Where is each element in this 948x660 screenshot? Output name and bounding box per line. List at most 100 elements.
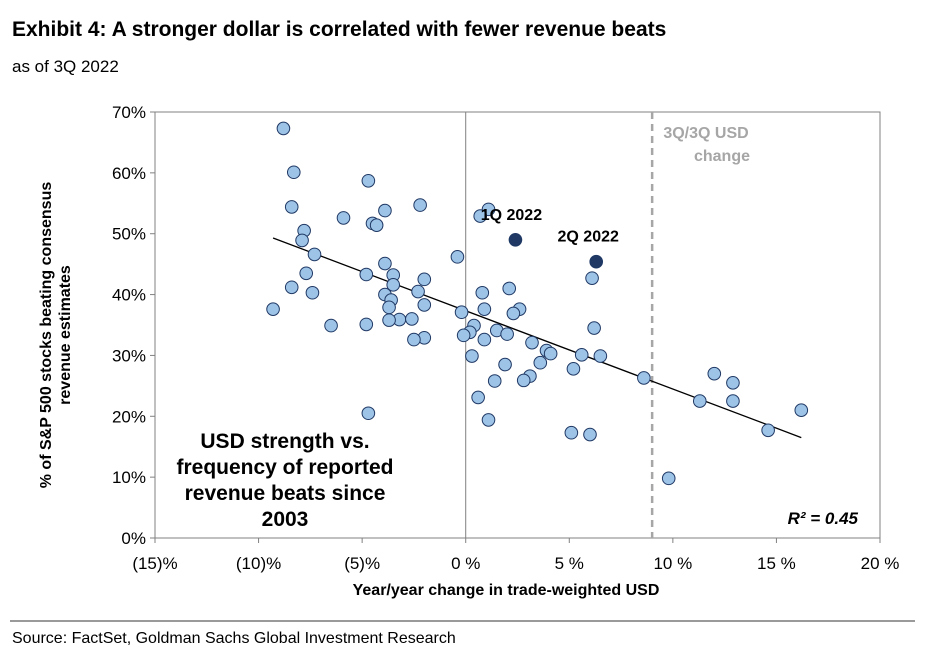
highlighted-point-label: 2Q 2022 <box>558 229 619 246</box>
data-point <box>284 200 299 214</box>
highlighted-point <box>508 233 523 247</box>
data-point <box>454 305 469 320</box>
data-point <box>498 357 512 372</box>
y-tick-label: 0% <box>121 529 146 548</box>
plot-area <box>154 111 881 539</box>
annotation-line-3: revenue beats since <box>185 482 386 505</box>
plot-border <box>154 111 881 539</box>
data-point <box>305 285 320 300</box>
data-point <box>471 390 485 405</box>
data-point <box>525 335 539 350</box>
data-point <box>411 284 425 299</box>
data-point <box>361 173 376 188</box>
chart-subtitle: as of 3Q 2022 <box>12 57 119 76</box>
data-point <box>637 371 651 385</box>
x-tick-label: 5 % <box>555 554 584 573</box>
y-tick-label: 30% <box>112 346 146 365</box>
data-point <box>516 373 531 388</box>
data-point <box>707 366 722 381</box>
data-point <box>726 376 740 390</box>
data-point <box>593 349 608 363</box>
annotation-line-4: 2003 <box>262 508 309 531</box>
data-point <box>307 247 322 262</box>
annotation-line-1: USD strength vs. <box>200 430 369 453</box>
data-points <box>266 121 809 486</box>
data-point <box>543 346 558 361</box>
data-point <box>585 271 599 285</box>
data-point <box>299 266 314 281</box>
data-point <box>566 362 581 376</box>
data-point <box>417 298 432 312</box>
data-point <box>661 471 676 486</box>
x-tick-label: (15)% <box>132 554 177 573</box>
data-point <box>692 394 707 408</box>
data-point <box>382 313 396 327</box>
axes: 0% 10% 20% 30% 40% 50% 60% 70% (15)% (10)% (5)% 0 %… <box>112 103 899 573</box>
x-tick-label: 20 % <box>861 554 900 573</box>
x-axis-label: Year/year change in trade-weighted USD <box>353 582 660 599</box>
y-tick-label: 20% <box>112 407 146 426</box>
y-tick-label: 10% <box>112 468 146 487</box>
data-point <box>506 306 521 321</box>
data-point <box>473 209 488 223</box>
chart-title: Exhibit 4: A stronger dollar is correlat… <box>12 18 667 41</box>
data-point <box>475 285 490 300</box>
data-point <box>500 327 514 341</box>
data-point <box>369 218 384 232</box>
data-point <box>574 348 589 362</box>
data-point <box>295 233 309 248</box>
data-point <box>477 302 492 316</box>
y-tick-label: 60% <box>112 164 146 183</box>
r-squared-label: R² = 0.45 <box>788 509 859 528</box>
data-point <box>477 332 492 347</box>
data-point <box>481 413 496 427</box>
source-note: Source: FactSet, Goldman Sachs Global In… <box>12 630 456 647</box>
highlighted-point <box>589 254 604 269</box>
data-point <box>336 211 351 225</box>
data-point <box>794 403 809 418</box>
x-tick-label: (10)% <box>236 554 281 573</box>
data-point <box>378 203 392 218</box>
data-point <box>583 427 597 442</box>
trendline <box>272 237 802 439</box>
y-axis-label-line-1: % of S&P 500 stocks beating consensus <box>38 182 55 489</box>
highlighted-points: 1Q 2022 2Q 2022 <box>481 207 619 269</box>
data-point <box>361 406 376 421</box>
data-point <box>502 281 517 296</box>
y-tick-label: 70% <box>112 103 146 122</box>
data-point <box>405 312 419 326</box>
chart-annotations: 3Q/3Q USD change USD strength vs. freque… <box>38 125 859 599</box>
data-point <box>465 349 479 363</box>
data-point <box>564 425 579 440</box>
data-point <box>587 321 601 335</box>
x-tick-label: 15 % <box>757 554 796 573</box>
data-point <box>284 280 299 295</box>
data-point <box>761 423 775 438</box>
annotation-line-2: frequency of reported <box>176 456 393 479</box>
data-point <box>487 374 502 388</box>
data-point <box>417 272 432 287</box>
data-point <box>450 250 465 264</box>
y-tick-label: 40% <box>112 286 146 305</box>
data-point <box>533 355 548 370</box>
data-point <box>726 394 740 408</box>
trendline-group <box>272 237 802 439</box>
data-point <box>413 198 427 212</box>
data-point <box>407 332 421 347</box>
x-tick-label: 10 % <box>653 554 692 573</box>
reference-line-label-1: 3Q/3Q USD <box>663 125 748 142</box>
data-point <box>324 318 338 333</box>
data-point <box>382 300 396 315</box>
data-point <box>266 302 280 316</box>
scatter-chart: 1Q 2022 2Q 2022 0% 10% 20% 30% 40% 50% 60% 70% (1… <box>38 103 899 599</box>
data-point <box>378 256 392 271</box>
y-axis-label-line-2: revenue estimates <box>57 265 74 405</box>
x-tick-label: 0 % <box>451 554 480 573</box>
data-point <box>386 278 401 292</box>
data-point <box>276 121 291 136</box>
data-point <box>359 267 374 282</box>
x-tick-label: (5)% <box>344 554 380 573</box>
y-tick-label: 50% <box>112 225 146 244</box>
highlighted-point-label: 1Q 2022 <box>481 207 542 224</box>
reference-line-label-2: change <box>694 148 750 165</box>
